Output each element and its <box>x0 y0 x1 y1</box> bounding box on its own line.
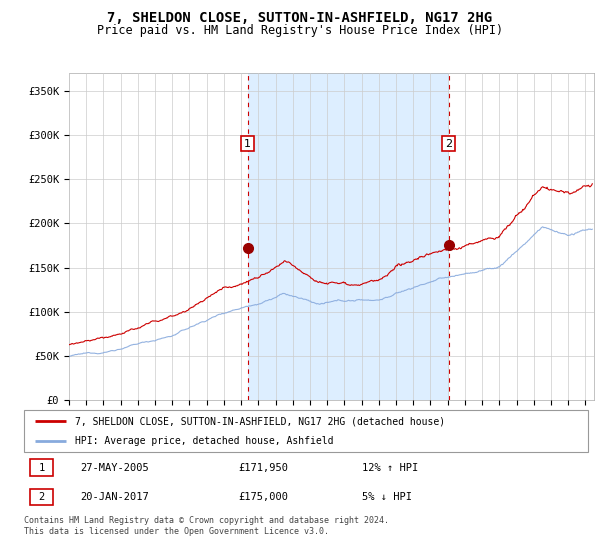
Text: 5% ↓ HPI: 5% ↓ HPI <box>362 492 412 502</box>
Text: £171,950: £171,950 <box>238 463 289 473</box>
Text: Contains HM Land Registry data © Crown copyright and database right 2024.
This d: Contains HM Land Registry data © Crown c… <box>24 516 389 536</box>
Text: Price paid vs. HM Land Registry's House Price Index (HPI): Price paid vs. HM Land Registry's House … <box>97 24 503 37</box>
Text: £175,000: £175,000 <box>238 492 289 502</box>
Text: 7, SHELDON CLOSE, SUTTON-IN-ASHFIELD, NG17 2HG: 7, SHELDON CLOSE, SUTTON-IN-ASHFIELD, NG… <box>107 11 493 25</box>
Bar <box>248 73 449 400</box>
Text: 12% ↑ HPI: 12% ↑ HPI <box>362 463 419 473</box>
Text: 2: 2 <box>38 492 44 502</box>
Text: 20-JAN-2017: 20-JAN-2017 <box>80 492 149 502</box>
Text: 7, SHELDON CLOSE, SUTTON-IN-ASHFIELD, NG17 2HG (detached house): 7, SHELDON CLOSE, SUTTON-IN-ASHFIELD, NG… <box>75 416 445 426</box>
Text: HPI: Average price, detached house, Ashfield: HPI: Average price, detached house, Ashf… <box>75 436 333 446</box>
Text: 1: 1 <box>38 463 44 473</box>
FancyBboxPatch shape <box>29 459 53 476</box>
Text: 2: 2 <box>445 139 452 148</box>
Text: 27-MAY-2005: 27-MAY-2005 <box>80 463 149 473</box>
FancyBboxPatch shape <box>29 489 53 505</box>
Text: 1: 1 <box>244 139 251 148</box>
